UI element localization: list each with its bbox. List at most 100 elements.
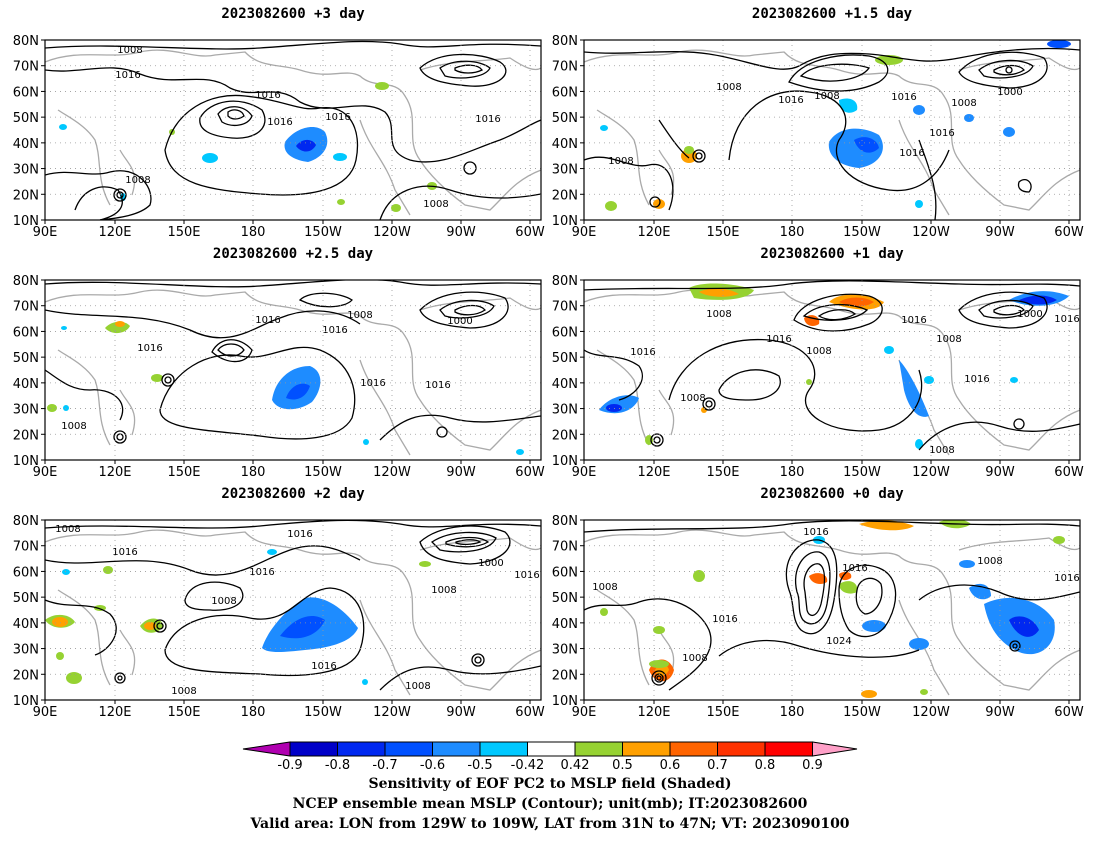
colorbar-tick-label: -0.7	[372, 758, 397, 773]
contour-label: 1008	[431, 585, 456, 596]
lat-label: 40N	[13, 137, 39, 152]
contour-label: 1000	[478, 558, 503, 569]
lon-label: 60W	[515, 465, 545, 480]
contour-label: 1008	[680, 393, 705, 404]
lat-label: 50N	[13, 111, 39, 126]
colorbar-swatch	[717, 741, 766, 757]
lon-label: 150E	[167, 465, 200, 480]
contour-label: 1016	[842, 563, 867, 574]
lon-label: 120E	[637, 225, 670, 240]
contour-label: 1016	[137, 343, 162, 354]
contour-label: 1008	[682, 653, 707, 664]
mslp-contours	[584, 47, 1080, 220]
lat-label: 70N	[13, 60, 39, 75]
colorbar-tick-label: 0.42	[561, 758, 590, 773]
lat-label: 10N	[552, 454, 578, 469]
lon-label: 90E	[33, 225, 58, 240]
contour-label: 1024	[826, 636, 851, 647]
map-panel-2-5day: 1016 1008 1016 1016 1000 1016 1016 1008	[45, 280, 541, 456]
lon-label: 90E	[33, 705, 58, 720]
contour-labels: 1008 1016 1008 1016 1008 1000 1016 1016 …	[608, 82, 1022, 167]
map-frame	[44, 519, 542, 701]
lat-label: 40N	[13, 617, 39, 632]
map-frame	[583, 519, 1081, 701]
lat-label: 40N	[552, 377, 578, 392]
lon-label: 180	[780, 465, 805, 480]
lat-label: 10N	[552, 694, 578, 709]
colorbar-swatch	[384, 741, 433, 757]
contour-label: 1008	[211, 596, 236, 607]
contour-label: 1000	[1017, 309, 1042, 320]
contour-label: 1016	[255, 315, 280, 326]
lat-label: 30N	[552, 643, 578, 658]
lon-label: 60W	[515, 705, 545, 720]
lon-label: 150W	[843, 705, 881, 720]
lon-label: 90E	[572, 465, 597, 480]
colorbar-swatch	[669, 741, 718, 757]
lon-label: 120E	[637, 465, 670, 480]
contour-label: 1016	[891, 92, 916, 103]
sensitivity-shading	[47, 321, 524, 455]
lat-label: 30N	[13, 403, 39, 418]
contour-label: 1016	[249, 567, 274, 578]
lon-label: 150E	[706, 465, 739, 480]
lon-label: 150E	[167, 225, 200, 240]
lon-label: 180	[780, 225, 805, 240]
lon-label: 120W	[373, 705, 411, 720]
lon-label: 150W	[843, 225, 881, 240]
caption-line: NCEP ensemble mean MSLP (Contour); unit(…	[292, 796, 808, 812]
mslp-contours	[45, 40, 541, 220]
contour-label: 1008	[936, 334, 961, 345]
contour-label: 1008	[951, 98, 976, 109]
lat-label: 10N	[13, 454, 39, 469]
contour-label: 1008	[171, 686, 196, 697]
contour-label: 1008	[347, 310, 372, 321]
contour-label: 1000	[447, 316, 472, 327]
lat-label: 80N	[13, 34, 39, 49]
contour-label: 1016	[267, 117, 292, 128]
lon-label: 90E	[572, 705, 597, 720]
lat-label: 20N	[13, 428, 39, 443]
contour-label: 1016	[311, 661, 336, 672]
colorbar-arrow-low	[242, 741, 291, 757]
map-panel-3day: 1008 1016 1016 1016 1016 1008 1008 1016	[45, 40, 541, 220]
contour-label: 1016	[425, 380, 450, 391]
contour-label: 1008	[977, 556, 1002, 567]
contour-label: 1008	[716, 82, 741, 93]
lon-label: 60W	[1054, 705, 1084, 720]
lon-label: 90E	[33, 465, 58, 480]
lon-label: 180	[241, 705, 266, 720]
lat-label: 20N	[552, 428, 578, 443]
contour-label: 1008	[592, 582, 617, 593]
lat-label: 50N	[552, 591, 578, 606]
lat-label: 60N	[13, 325, 39, 340]
lat-label: 40N	[13, 377, 39, 392]
lon-label: 120W	[912, 225, 950, 240]
lat-label: 50N	[552, 111, 578, 126]
lat-label: 70N	[13, 300, 39, 315]
contour-label: 1016	[322, 325, 347, 336]
lon-label: 120W	[912, 705, 950, 720]
contour-label: 1016	[325, 112, 350, 123]
contour-label: 1008	[423, 199, 448, 210]
lat-label: 60N	[13, 565, 39, 580]
contour-label: 1016	[287, 529, 312, 540]
lon-label: 90W	[985, 225, 1015, 240]
lat-label: 30N	[13, 643, 39, 658]
lat-label: 60N	[13, 85, 39, 100]
contour-label: 1016	[255, 90, 280, 101]
lon-label: 90W	[985, 705, 1015, 720]
sensitivity-shading	[45, 549, 431, 685]
lat-label: 50N	[552, 351, 578, 366]
mslp-contours	[45, 520, 541, 691]
lon-label: 60W	[1054, 465, 1084, 480]
sensitivity-shading	[599, 283, 1069, 449]
contour-label: 1016	[1054, 573, 1079, 584]
contour-label: 1016	[360, 378, 385, 389]
lat-label: 30N	[552, 163, 578, 178]
lon-label: 120E	[98, 225, 131, 240]
map-panel-1-5day: 1008 1016 1008 1016 1008 1000 1016 1016 …	[584, 40, 1080, 220]
map-frame	[583, 39, 1081, 221]
colorbar-tick-label: -0.8	[325, 758, 350, 773]
